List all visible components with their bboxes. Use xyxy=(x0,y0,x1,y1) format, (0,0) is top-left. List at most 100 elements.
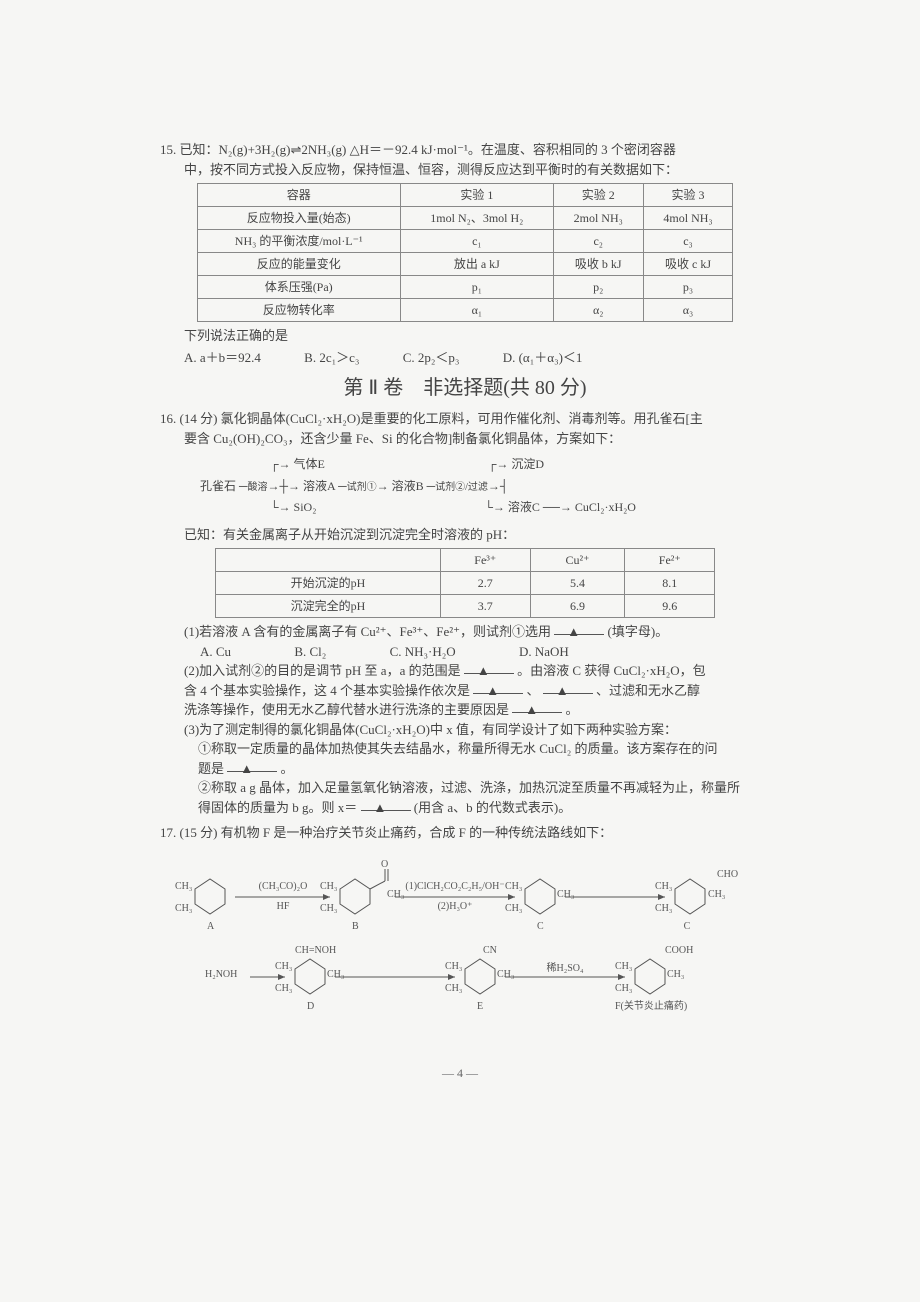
q16-known: 已知：有关金属离子从开始沉淀到沉淀完全时溶液的 pH： xyxy=(184,525,770,545)
question-17: 17. (15 分) 有机物 F 是一种治疗关节炎止痛药，合成 F 的一种传统法… xyxy=(160,823,770,1019)
q16-sub3: (3)为了测定制得的氯化铜晶体(CuCl₂·xH₂O)中 x 值，有同学设计了如… xyxy=(184,720,770,818)
s5: ②称取 a g 晶体，加入足量氢氧化钠溶液，过滤、洗涤，加热沉淀至质量不再减轻为… xyxy=(198,780,740,795)
q17-number: 17. xyxy=(160,825,176,840)
q16-ph-table: Fe³⁺ Cu²⁺ Fe²⁺ 开始沉淀的pH 2.7 5.4 8.1 沉淀完全的… xyxy=(215,548,715,618)
cell: 8.1 xyxy=(625,572,715,595)
cell: 放出 a kJ xyxy=(400,253,553,276)
grp-ch3: CH₃ xyxy=(445,961,462,972)
cell: Fe²⁺ xyxy=(625,549,715,572)
table-row: 开始沉淀的pH 2.7 5.4 8.1 xyxy=(215,572,714,595)
q16-sub1-opt-c: C. NH₃·H₂O xyxy=(390,644,456,659)
label-c2: C xyxy=(684,921,691,932)
q16-sub2: (2)加入试剂②的目的是调节 pH 至 a，a 的范围是 ▲ 。由溶液 C 获得… xyxy=(184,661,770,720)
q16-points: (14 分) xyxy=(180,411,218,426)
label-a: A xyxy=(207,921,215,932)
cell: 实验 2 xyxy=(553,184,643,207)
cell: α₁ xyxy=(400,299,553,322)
grp-cho: CHO xyxy=(717,869,738,880)
t2: 。由溶液 C 获得 CuCl₂·xH₂O，包 xyxy=(517,663,706,678)
cell: c₁ xyxy=(400,230,553,253)
q15-opt-d: D. (α₁＋α₃)＜1 xyxy=(503,350,583,365)
cell: p₃ xyxy=(643,276,733,299)
flow-sol-c: 溶液C xyxy=(508,500,540,514)
table-row: 反应的能量变化 放出 a kJ 吸收 b kJ 吸收 c kJ xyxy=(197,253,733,276)
blank: ▲ xyxy=(361,798,411,811)
cell: 2mol NH₃ xyxy=(553,207,643,230)
table-row: 沉淀完全的pH 3.7 6.9 9.6 xyxy=(215,595,714,618)
table-row: 反应物投入量(始态) 1mol N₂、3mol H₂ 2mol NH₃ 4mol… xyxy=(197,207,733,230)
grp-ch3: CH₃ xyxy=(505,903,522,914)
s3: 题是 xyxy=(198,761,224,776)
reag-cd: H₂NOH xyxy=(205,969,237,980)
t7: 。 xyxy=(566,702,579,717)
grp-ch3: CH₃ xyxy=(175,903,192,914)
q16-sub1-options: A. Cu B. Cl₂ C. NH₃·H₂O D. NaOH xyxy=(200,642,770,662)
cell: 1mol N₂、3mol H₂ xyxy=(400,207,553,230)
q15-table: 容器 实验 1 实验 2 实验 3 反应物投入量(始态) 1mol N₂、3mo… xyxy=(197,183,734,322)
s6: 得固体的质量为 b g。则 x＝ xyxy=(198,800,357,815)
grp-chnoh: CH=NOH xyxy=(295,945,336,956)
blank: ▲ xyxy=(512,700,562,713)
question-16: 16. (14 分) 氯化铜晶体(CuCl₂·xH₂O)是重要的化工原料，可用作… xyxy=(160,409,770,817)
s1: (3)为了测定制得的氯化铜晶体(CuCl₂·xH₂O)中 x 值，有同学设计了如… xyxy=(184,722,677,737)
q15-stem-line2: 中，按不同方式投入反应物，保持恒温、恒容，测得反应达到平衡时的有关数据如下： xyxy=(184,160,770,180)
cell: c₃ xyxy=(643,230,733,253)
grp-ch3: CH₃ xyxy=(320,881,337,892)
reag-bc-top: (1)ClCH₂CO₂C₂H₅/OH⁻ xyxy=(405,881,504,892)
cell: 实验 3 xyxy=(643,184,733,207)
blank: ▲ xyxy=(554,622,604,635)
grp-ch3: CH₃ xyxy=(615,983,632,994)
grp-ch3: CH₃ xyxy=(275,961,292,972)
flow-sio2: SiO₂ xyxy=(294,500,317,514)
reag-ab-top: (CH₃CO)₂O xyxy=(259,881,308,892)
s4: 。 xyxy=(281,761,294,776)
grp-ch3: CH₃ xyxy=(557,889,574,900)
q17-stem: 有机物 F 是一种治疗关节炎止痛药，合成 F 的一种传统法路线如下： xyxy=(221,825,612,840)
q15-number: 15. xyxy=(160,142,176,157)
flow-prec-d: 沉淀D xyxy=(511,457,544,471)
q16-flow-diagram: ┌→ 气体E ┌→ 沉淀D 孔雀石 ─酸溶→┼→ 溶液A ─试剂①→ 溶液B ─… xyxy=(200,454,770,519)
flow-reag2: 试剂② xyxy=(435,482,465,493)
q15-options: A. a＋b＝92.4 B. 2c₁＞c₃ C. 2p₂＜p₃ D. (α₁＋α… xyxy=(184,348,770,368)
cell: 吸收 b kJ xyxy=(553,253,643,276)
flow-start: 孔雀石 xyxy=(200,479,236,493)
cell: 反应物转化率 xyxy=(197,299,400,322)
cell: α₃ xyxy=(643,299,733,322)
q16-sub1-text: (1)若溶液 A 含有的金属离子有 Cu²⁺、Fe³⁺、Fe²⁺，则试剂①选用 xyxy=(184,624,551,639)
flow-product: CuCl₂·xH₂O xyxy=(575,500,636,514)
s2: ①称取一定质量的晶体加热使其失去结晶水，称量所得无水 CuCl₂ 的质量。该方案… xyxy=(198,741,718,756)
cell: 9.6 xyxy=(625,595,715,618)
cell: 开始沉淀的pH xyxy=(215,572,440,595)
table-row: 体系压强(Pa) p₁ p₂ p₃ xyxy=(197,276,733,299)
q15-prompt: 下列说法正确的是 xyxy=(184,326,770,346)
cell: 5.4 xyxy=(530,572,625,595)
flow-sol-a: 溶液A xyxy=(303,479,335,493)
cell: 沉淀完全的pH xyxy=(215,595,440,618)
grp-cooh: COOH xyxy=(665,945,693,956)
q15-opt-b: B. 2c₁＞c₃ xyxy=(304,350,359,365)
q16-sub1-opt-b: B. Cl₂ xyxy=(294,644,326,659)
q15-opt-c: C. 2p₂＜p₃ xyxy=(403,350,460,365)
cell: 实验 1 xyxy=(400,184,553,207)
blank: ▲ xyxy=(543,681,593,694)
grp-ch3: CH₃ xyxy=(175,881,192,892)
t4: 、 xyxy=(527,683,540,698)
grp-ch3: CH₃ xyxy=(497,969,514,980)
grp-ch3: CH₃ xyxy=(708,889,725,900)
cell: p₁ xyxy=(400,276,553,299)
q16-sub1: (1)若溶液 A 含有的金属离子有 Cu²⁺、Fe³⁺、Fe²⁺，则试剂①选用 … xyxy=(184,622,770,642)
flow-step1: 酸溶 xyxy=(248,482,268,493)
table-row: 反应物转化率 α₁ α₂ α₃ xyxy=(197,299,733,322)
q15-stem-line1: 已知：N₂(g)+3H₂(g)⇌2NH₃(g) △H＝－92.4 kJ·mol⁻… xyxy=(180,142,676,157)
cell: α₂ xyxy=(553,299,643,322)
grp-ch3: CH₃ xyxy=(505,881,522,892)
section-2-title: 第 Ⅱ 卷 非选择题(共 80 分) xyxy=(160,373,770,403)
flow-gas-e: 气体E xyxy=(294,457,325,471)
cell: 2.7 xyxy=(440,572,530,595)
blank: ▲ xyxy=(227,759,277,772)
grp-ch3: CH₃ xyxy=(445,983,462,994)
cell: c₂ xyxy=(553,230,643,253)
grp-ch3: CH₃ xyxy=(615,961,632,972)
grp-ch3: CH₃ xyxy=(655,903,672,914)
label-e: E xyxy=(477,1001,483,1012)
